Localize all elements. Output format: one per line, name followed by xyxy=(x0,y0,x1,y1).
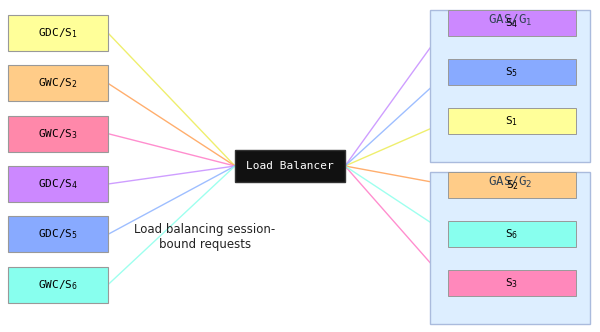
Text: GDC/S$_{4}$: GDC/S$_{4}$ xyxy=(38,177,78,191)
FancyBboxPatch shape xyxy=(8,216,108,252)
Text: GWC/S$_{2}$: GWC/S$_{2}$ xyxy=(38,76,78,90)
FancyBboxPatch shape xyxy=(8,65,108,101)
FancyBboxPatch shape xyxy=(8,267,108,303)
Text: GDC/S$_{5}$: GDC/S$_{5}$ xyxy=(38,227,78,241)
FancyBboxPatch shape xyxy=(448,108,576,134)
Text: S$_{6}$: S$_{6}$ xyxy=(505,227,518,241)
Text: S$_{5}$: S$_{5}$ xyxy=(505,65,518,79)
FancyBboxPatch shape xyxy=(448,221,576,247)
Text: GAS/G$_{2}$: GAS/G$_{2}$ xyxy=(488,174,532,190)
FancyBboxPatch shape xyxy=(8,166,108,202)
Text: S$_{1}$: S$_{1}$ xyxy=(505,114,518,128)
Text: S$_{3}$: S$_{3}$ xyxy=(505,276,518,290)
Text: Load balancing session-
bound requests: Load balancing session- bound requests xyxy=(134,223,275,251)
Text: GWC/S$_{3}$: GWC/S$_{3}$ xyxy=(38,127,78,140)
Text: GDC/S$_{1}$: GDC/S$_{1}$ xyxy=(38,26,78,40)
FancyBboxPatch shape xyxy=(235,150,345,182)
Text: Load Balancer: Load Balancer xyxy=(246,161,334,171)
FancyBboxPatch shape xyxy=(8,116,108,152)
FancyBboxPatch shape xyxy=(430,10,590,162)
FancyBboxPatch shape xyxy=(8,15,108,51)
FancyBboxPatch shape xyxy=(448,172,576,198)
Text: GAS/G$_{1}$: GAS/G$_{1}$ xyxy=(488,12,532,28)
Text: S$_{2}$: S$_{2}$ xyxy=(506,178,518,192)
Text: S$_{4}$: S$_{4}$ xyxy=(505,16,518,30)
Text: GWC/S$_{6}$: GWC/S$_{6}$ xyxy=(38,278,78,291)
FancyBboxPatch shape xyxy=(448,59,576,85)
FancyBboxPatch shape xyxy=(448,270,576,296)
FancyBboxPatch shape xyxy=(448,10,576,36)
FancyBboxPatch shape xyxy=(430,172,590,324)
